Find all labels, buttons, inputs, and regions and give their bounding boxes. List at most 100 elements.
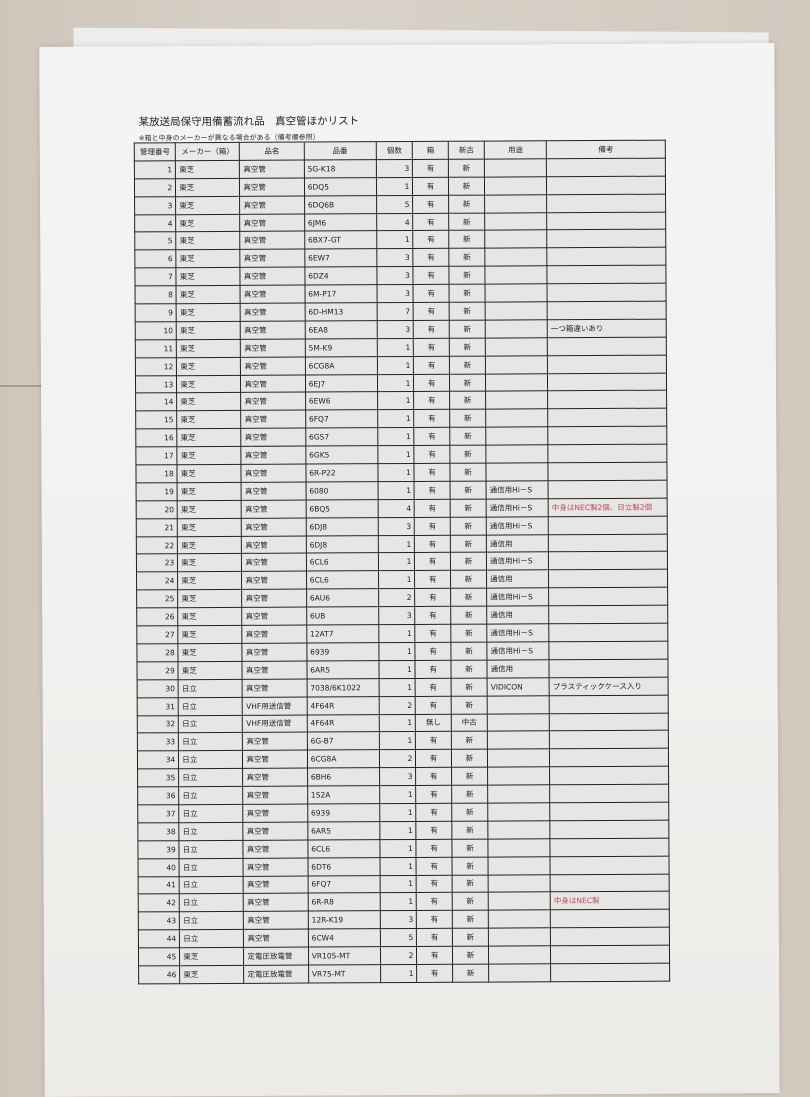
cell-box: 有 [416,946,453,965]
cell-id: 32 [137,715,179,734]
cell-part-number: 6EW7 [304,249,377,268]
cell-product-name: 真空管 [239,177,305,197]
cell-remarks [549,784,669,803]
cell-usage: 通信用 [486,605,549,625]
cell-quantity: 3 [378,606,416,625]
cell-usage: 通信用Hi－S [486,516,549,535]
cell-id: 33 [137,733,179,752]
cell-remarks [546,158,666,177]
cell-id: 24 [136,572,178,591]
cell-product-name: 真空管 [242,678,307,697]
cell-usage [487,766,550,786]
cell-maker: 東芝 [178,661,243,680]
cell-product-name: 真空管 [243,821,308,841]
cell-quantity: 1 [379,821,417,840]
cell-maker: 東芝 [176,410,242,429]
cell-usage: 通信用Hi－S [486,641,550,660]
cell-id: 34 [137,750,179,770]
cell-box: 有 [413,355,450,375]
cell-maker: 東芝 [178,643,243,662]
cell-id: 13 [135,375,177,394]
cell-remarks [546,229,666,249]
cell-box: 有 [412,194,449,214]
cell-remarks [548,551,668,571]
cell-condition: 新 [451,767,488,786]
cell-part-number: 6M-P17 [304,284,377,304]
cell-box: 有 [415,624,451,643]
cell-remarks [548,569,668,589]
cell-part-number: 6BQ5 [305,499,378,518]
cell-box: 有 [415,767,452,786]
cell-remarks [548,462,668,481]
cell-remarks [548,444,667,463]
cell-product-name: VHF用送信管 [242,696,307,715]
cell-part-number: 6FQ7 [307,875,380,894]
cell-usage [486,462,549,482]
cell-remarks [550,837,669,857]
cell-usage [485,319,548,338]
cell-quantity: 1 [378,678,416,697]
cell-product-name: 真空管 [242,768,308,787]
cell-part-number: 4F64R [306,696,379,715]
cell-remarks [550,873,670,893]
cell-id: 35 [137,768,179,787]
cell-quantity: 1 [379,892,417,911]
cell-id: 16 [135,428,178,448]
cell-id: 15 [135,411,178,430]
cell-usage [485,355,548,374]
cell-quantity: 1 [376,230,414,250]
cell-box: 有 [416,803,452,822]
cell-condition: 新 [450,606,487,625]
cell-condition: 新 [450,516,487,535]
cell-condition: 新 [452,910,489,929]
cell-quantity: 1 [376,177,413,196]
cell-part-number: 6BX7-GT [304,231,377,250]
cell-condition: 新 [451,856,489,875]
cell-id: 2 [134,178,176,197]
cell-remarks [550,855,670,875]
cell-quantity: 5 [380,928,417,947]
cell-quantity: 1 [379,857,417,876]
cell-maker: 日立 [179,911,244,930]
cell-product-name: 真空管 [240,231,305,250]
cell-id: 8 [135,285,177,304]
cell-condition: 新 [452,892,489,911]
cell-maker: 東芝 [177,535,242,555]
cell-quantity: 1 [379,785,417,804]
cell-box: 有 [414,463,450,482]
cell-condition: 新 [452,928,489,947]
cell-usage [485,409,548,428]
cell-product-name: 真空管 [242,607,307,626]
cell-part-number: 6FQ7 [305,410,378,429]
cell-box: 有 [415,731,452,750]
cell-part-number: 6939 [307,803,380,822]
cell-remarks [546,211,666,231]
cell-maker: 日立 [178,768,244,787]
cell-maker: 東芝 [178,625,243,644]
cell-part-number: 6DQ6B [304,195,377,214]
column-header-quantity: 個数 [375,141,413,160]
cell-maker: 東芝 [176,374,241,394]
cell-quantity: 2 [378,696,416,715]
cell-condition: 新 [448,266,486,285]
cell-box: 有 [413,391,450,410]
cell-box: 有 [415,606,451,625]
cell-id: 17 [135,446,178,465]
cell-id: 26 [136,607,179,626]
cell-maker: 東芝 [177,589,243,608]
cell-usage: VIDICON [487,677,550,696]
cell-id: 4 [134,214,177,233]
cell-box: 有 [416,964,453,983]
cell-condition: 新 [449,409,486,428]
cell-part-number: 6CG8A [307,749,380,769]
cell-product-name: 真空管 [240,320,306,340]
cell-condition: 新 [452,874,489,893]
cell-condition: 新 [451,820,488,840]
cell-part-number: 5M-K9 [305,338,378,357]
cell-product-name: 定電圧放電管 [243,965,309,984]
cell-part-number: 12R-K19 [308,910,381,930]
cell-quantity: 1 [378,660,416,679]
cell-remarks [550,927,670,946]
cell-id: 5 [134,232,177,251]
cell-part-number: 6AR5 [307,821,380,840]
